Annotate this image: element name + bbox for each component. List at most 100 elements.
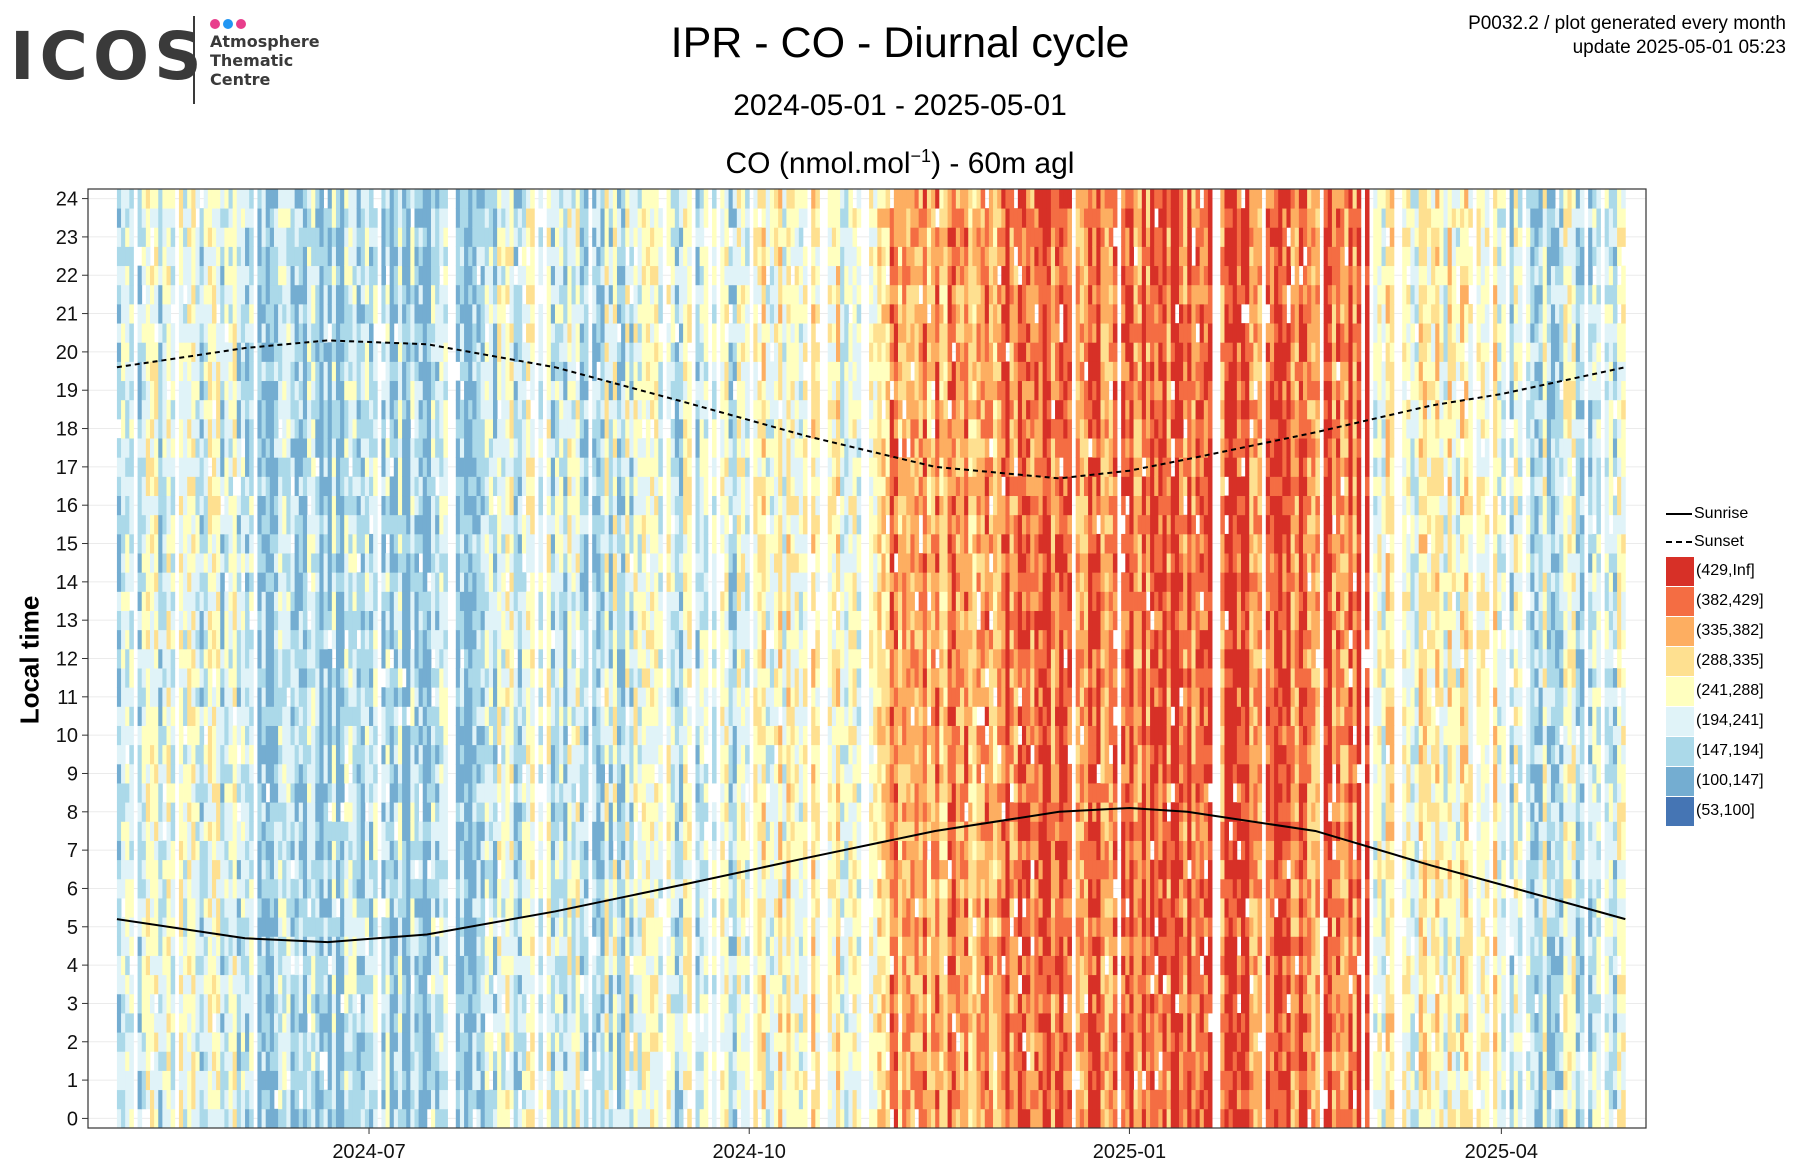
- heatmap-cell: [431, 706, 436, 726]
- heatmap-cell: [307, 687, 312, 707]
- heatmap-cell: [273, 457, 279, 477]
- heatmap-cell: [187, 783, 192, 803]
- heatmap-cell: [563, 974, 568, 995]
- heatmap-cell: [364, 763, 370, 784]
- heatmap-cell: [273, 668, 279, 688]
- heatmap-cell: [431, 993, 436, 1014]
- heatmap-cell: [439, 898, 444, 918]
- heatmap-cell: [327, 610, 333, 631]
- heatmap-cell: [497, 1051, 502, 1071]
- heatmap-cell: [311, 725, 316, 746]
- heatmap-cell: [480, 246, 486, 267]
- heatmap-cell: [509, 840, 515, 861]
- heatmap-cell: [331, 1070, 337, 1091]
- heatmap-cell: [410, 878, 415, 899]
- heatmap-cell: [426, 438, 432, 458]
- heatmap-cell: [567, 284, 572, 305]
- heatmap-cell: [315, 955, 320, 976]
- heatmap-cell: [207, 610, 213, 631]
- heatmap-cell: [286, 342, 291, 362]
- heatmap-cell: [158, 284, 163, 305]
- heatmap-cell: [199, 687, 205, 707]
- heatmap-cell: [154, 840, 159, 861]
- heatmap-cell: [393, 476, 399, 497]
- heatmap-cell: [546, 668, 552, 688]
- heatmap-cell: [517, 610, 523, 631]
- heatmap-cell: [236, 840, 242, 861]
- heatmap-cell: [261, 878, 267, 899]
- heatmap-cell: [294, 476, 300, 497]
- heatmap-cell: [331, 668, 337, 688]
- heatmap-cell: [323, 1108, 329, 1129]
- heatmap-cell: [302, 802, 308, 822]
- heatmap-cell: [352, 687, 358, 707]
- heatmap-cell: [331, 1051, 337, 1071]
- heatmap-cell: [141, 783, 147, 803]
- heatmap-cell: [484, 763, 490, 784]
- heatmap-cell: [509, 763, 515, 784]
- heatmap-cell: [505, 438, 510, 458]
- heatmap-cell: [480, 725, 486, 746]
- heatmap-cell: [199, 399, 205, 420]
- heatmap-cell: [228, 514, 234, 535]
- heatmap-cell: [141, 648, 147, 669]
- heatmap-cell: [323, 783, 329, 803]
- heatmap-cell: [116, 1070, 122, 1091]
- heatmap-cell: [137, 859, 143, 880]
- heatmap-cell: [472, 725, 477, 746]
- heatmap-cell: [468, 553, 473, 573]
- heatmap-cell: [282, 514, 287, 535]
- heatmap-cell: [228, 936, 234, 956]
- heatmap-cell: [348, 955, 353, 976]
- heatmap-cell: [426, 744, 432, 765]
- heatmap-cell: [364, 457, 370, 477]
- heatmap-cell: [431, 514, 436, 535]
- heatmap-cell: [340, 399, 345, 420]
- heatmap-cell: [327, 265, 333, 286]
- heatmap-cell: [195, 514, 200, 535]
- heatmap-cell: [191, 533, 196, 554]
- heatmap-cell: [145, 476, 151, 497]
- heatmap-cell: [129, 878, 134, 899]
- heatmap-cell: [162, 610, 167, 631]
- heatmap-cell: [360, 648, 366, 669]
- heatmap-cell: [418, 955, 424, 976]
- heatmap-cell: [273, 974, 279, 995]
- heatmap-cell: [319, 763, 324, 784]
- heatmap-cell: [166, 783, 172, 803]
- heatmap-cell: [492, 783, 498, 803]
- heatmap-cell: [406, 342, 411, 362]
- heatmap-cell: [530, 418, 535, 439]
- heatmap-cell: [278, 898, 283, 918]
- heatmap-cell: [459, 1032, 465, 1052]
- heatmap-cell: [418, 591, 424, 611]
- heatmap-cell: [183, 840, 188, 861]
- heatmap-cell: [340, 438, 345, 458]
- heatmap-cell: [554, 284, 560, 305]
- heatmap-cell: [162, 495, 167, 516]
- heatmap-cell: [294, 687, 300, 707]
- heatmap-cell: [410, 227, 415, 247]
- heatmap-cell: [331, 859, 337, 880]
- heatmap-cell: [269, 878, 275, 899]
- heatmap-cell: [563, 955, 568, 976]
- heatmap-cell: [472, 974, 477, 995]
- heatmap-cell: [307, 840, 312, 861]
- heatmap-cell: [269, 1032, 275, 1052]
- heatmap-cell: [236, 706, 242, 726]
- heatmap-cell: [443, 284, 448, 305]
- heatmap-cell: [273, 495, 279, 516]
- heatmap-cell: [513, 840, 519, 861]
- heatmap-cell: [302, 687, 308, 707]
- heatmap-cell: [546, 840, 552, 861]
- heatmap-cell: [327, 898, 333, 918]
- heatmap-cell: [488, 917, 494, 937]
- heatmap-cell: [166, 1013, 172, 1033]
- heatmap-cell: [402, 514, 407, 535]
- heatmap-cell: [426, 668, 432, 688]
- heatmap-cell: [203, 265, 209, 286]
- heatmap-cell: [385, 1108, 391, 1129]
- heatmap-cell: [203, 859, 209, 880]
- heatmap-cell: [352, 533, 358, 554]
- heatmap-cell: [488, 725, 494, 746]
